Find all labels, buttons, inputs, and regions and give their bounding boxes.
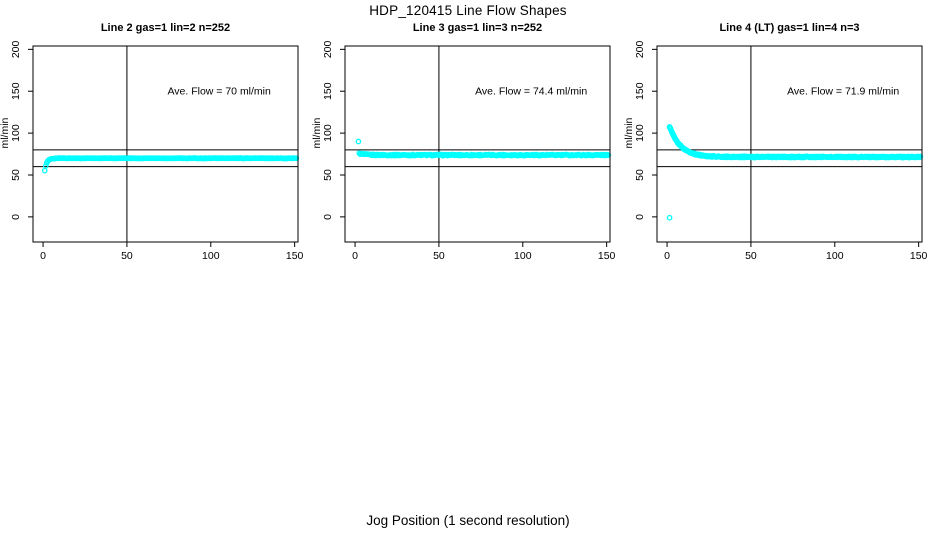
data-point xyxy=(605,152,612,158)
x-tick-label: 150 xyxy=(598,250,616,262)
plot-box xyxy=(656,45,923,243)
y-tick-label: 50 xyxy=(10,169,22,181)
data-series xyxy=(355,138,612,159)
axes xyxy=(652,48,920,247)
panel-line-2-chart: Line 2 gas=1 lin=2 n=252 0 50 100 150 0 50 100 1… xyxy=(0,22,304,262)
panel-line-3-chart: Line 3 gas=1 lin=3 n=252 0 50 100 150 0 50 100 1… xyxy=(312,22,616,262)
data-point xyxy=(917,153,924,160)
x-tick-label: 100 xyxy=(202,250,220,262)
plot-box xyxy=(344,45,611,243)
y-tick-label: 200 xyxy=(634,40,646,58)
x-tick-label: 100 xyxy=(826,250,844,262)
axes xyxy=(340,48,608,247)
x-tick-label: 0 xyxy=(664,250,670,262)
y-tick-label: 100 xyxy=(322,124,334,142)
y-tick-label: 150 xyxy=(322,82,334,100)
reference-lines xyxy=(657,46,922,242)
y-tick-label: 200 xyxy=(10,40,22,58)
x-tick-label: 150 xyxy=(286,250,304,262)
y-tick-label: 100 xyxy=(634,124,646,142)
axes xyxy=(28,48,296,247)
y-tick-label: 0 xyxy=(10,214,22,220)
panel-line-4-chart: Line 4 (LT) gas=1 lin=4 n=3 0 50 100 150 0 50 1… xyxy=(624,22,928,262)
average-flow-annotation: Ave. Flow = 71.9 ml/min xyxy=(787,86,899,98)
y-tick-label: 200 xyxy=(322,40,334,58)
outlier-point xyxy=(355,138,362,145)
y-tick-label: 100 xyxy=(10,124,22,142)
data-point xyxy=(293,155,300,162)
plot-box xyxy=(32,45,299,243)
data-series xyxy=(666,124,924,221)
x-tick-label: 0 xyxy=(352,250,358,262)
x-tick-label: 150 xyxy=(910,250,928,262)
data-point xyxy=(42,163,49,169)
x-tick-label: 50 xyxy=(433,250,445,262)
y-tick-label: 50 xyxy=(634,169,646,181)
y-axis-label: ml/min xyxy=(312,117,323,148)
x-axis-title: Jog Position (1 second resolution) xyxy=(366,513,570,528)
average-flow-annotation: Ave. Flow = 70 ml/min xyxy=(167,86,271,98)
panel-title: Line 4 (LT) gas=1 lin=4 n=3 xyxy=(719,22,859,34)
y-axis-label: ml/min xyxy=(0,117,11,148)
x-tick-label: 0 xyxy=(40,250,46,262)
x-tick-label: 50 xyxy=(121,250,133,262)
y-tick-label: 150 xyxy=(634,82,646,100)
data-point xyxy=(41,167,48,174)
average-flow-annotation: Ave. Flow = 74.4 ml/min xyxy=(475,86,587,98)
x-tick-label: 50 xyxy=(745,250,757,262)
y-tick-label: 0 xyxy=(634,214,646,220)
panel-title: Line 2 gas=1 lin=2 n=252 xyxy=(101,22,230,34)
panel-title: Line 3 gas=1 lin=3 n=252 xyxy=(413,22,542,34)
data-series xyxy=(41,155,300,174)
reference-lines xyxy=(345,46,610,242)
x-tick-label: 100 xyxy=(514,250,532,262)
y-tick-label: 150 xyxy=(10,82,22,100)
reference-lines xyxy=(33,46,298,242)
y-tick-label: 0 xyxy=(322,214,334,220)
y-axis-label: ml/min xyxy=(624,117,635,148)
outlier-point xyxy=(666,214,673,221)
main-title: HDP_120415 Line Flow Shapes xyxy=(369,3,567,18)
y-tick-label: 50 xyxy=(322,169,334,181)
